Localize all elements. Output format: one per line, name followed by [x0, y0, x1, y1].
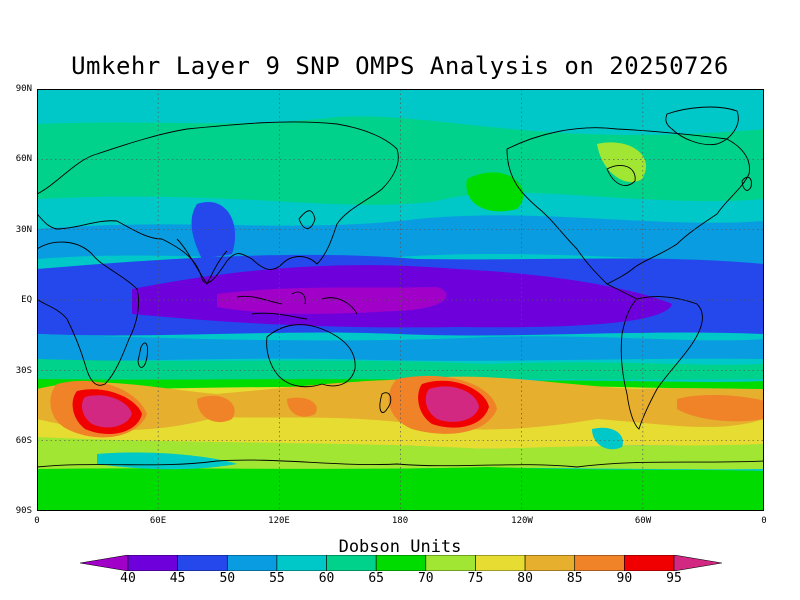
colorbar-level-label: 55 — [269, 571, 285, 586]
field-band — [287, 397, 317, 417]
colorbar-level-label: 85 — [566, 571, 583, 586]
colorbar-swatch — [276, 555, 327, 571]
colorbar-level-label: 45 — [169, 571, 186, 586]
lat-tick-label: 90S — [15, 506, 32, 516]
lat-tick-label: 30S — [15, 366, 32, 376]
coastlines — [37, 106, 764, 468]
colorbar-level-label: 90 — [616, 571, 633, 586]
field-band — [466, 172, 524, 212]
lat-tick-label: 60S — [15, 436, 32, 446]
field-band — [37, 467, 764, 511]
coastline-eurasia — [37, 121, 399, 284]
coastline-hudson-bay — [606, 165, 636, 186]
colorbar-level-label: 50 — [219, 571, 236, 586]
coastline-islands — [236, 291, 358, 320]
colorbar-swatch — [574, 555, 625, 571]
map-title: Umkehr Layer 9 SNP OMPS Analysis on 2025… — [71, 52, 729, 80]
colorbar-swatch — [326, 555, 377, 571]
colorbar-level-label: 95 — [666, 571, 682, 586]
field-band — [425, 386, 479, 422]
colorbar-level-label: 70 — [417, 571, 434, 586]
coastline-antarctica — [37, 459, 764, 468]
coastline-north-america — [506, 127, 750, 285]
colorbar-swatch — [375, 555, 427, 571]
lon-tick-label: 180 — [391, 516, 409, 526]
coastline-uk — [741, 176, 752, 191]
colorbar-swatch — [524, 555, 576, 571]
coastline-madagascar — [137, 342, 148, 368]
lat-tick-label: EQ — [21, 295, 32, 305]
colorbar-swatch — [127, 555, 178, 571]
colorbar-level-label: 65 — [368, 571, 384, 586]
map-frame — [37, 89, 764, 511]
field-band — [197, 395, 235, 423]
colorbar-level-label: 75 — [467, 571, 484, 586]
coastline-greenland — [665, 106, 739, 146]
coastline-africa — [37, 241, 140, 386]
map-panel — [37, 89, 764, 511]
lon-tick-label: 120W — [511, 516, 533, 526]
field-band — [217, 287, 447, 314]
coastline-japan — [298, 210, 316, 229]
field-band — [37, 359, 764, 381]
field-band — [81, 395, 132, 428]
field-band — [677, 395, 764, 422]
lat-tick-label: 90N — [15, 84, 32, 94]
lon-tick-label: 60E — [149, 516, 167, 526]
colorbar-swatch — [475, 555, 526, 571]
lon-tick-label: 60W — [634, 516, 652, 526]
lon-tick-label: 0 — [761, 516, 767, 526]
colorbar — [80, 555, 722, 571]
coastline-central-america — [606, 283, 638, 300]
colorbar-swatch — [177, 555, 228, 571]
field-band — [37, 334, 764, 361]
coastline-india — [176, 238, 228, 285]
coastline-south-america — [620, 296, 703, 430]
coastline-australia — [266, 324, 356, 388]
colorbar-title: Dobson Units — [338, 537, 462, 557]
colorbar-swatch — [226, 555, 278, 571]
colorbar-level-label: 40 — [120, 571, 136, 586]
colorbar-level-label: 60 — [318, 571, 335, 586]
coastline-new-zealand — [379, 392, 392, 413]
colorbar-swatch — [624, 555, 675, 571]
grid-lines — [37, 89, 764, 511]
colorbar-arrow-right — [673, 555, 722, 571]
field-band — [37, 116, 764, 205]
field-band — [592, 427, 623, 450]
colorbar-swatch — [425, 555, 476, 571]
lon-tick-label: 0 — [34, 516, 40, 526]
field-band — [191, 202, 236, 259]
colorbar-level-label: 80 — [517, 571, 533, 586]
lat-tick-label: 60N — [15, 154, 32, 164]
lon-tick-label: 120E — [268, 516, 290, 526]
ozone-field-map — [37, 89, 764, 511]
colorbar-arrow-left — [80, 555, 129, 571]
lat-tick-label: 30N — [15, 225, 32, 235]
